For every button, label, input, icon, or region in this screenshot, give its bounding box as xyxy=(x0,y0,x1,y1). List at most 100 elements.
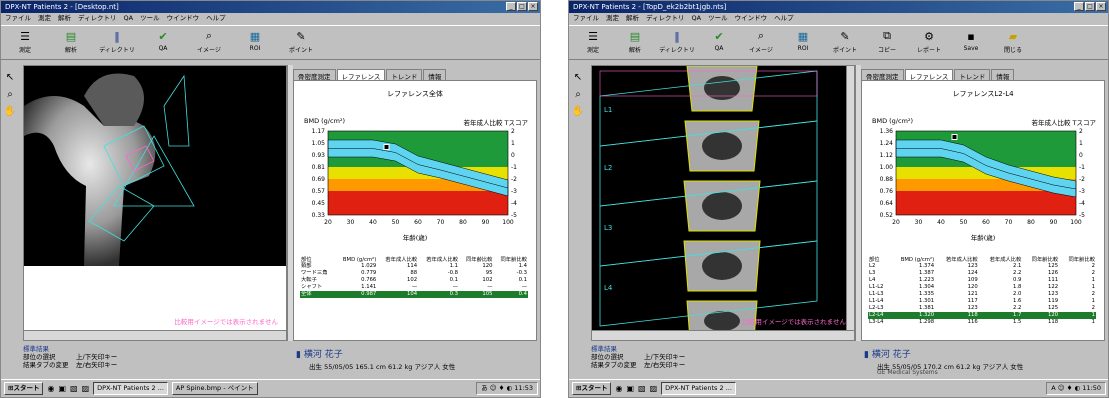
pointer-icon[interactable]: ↖ xyxy=(573,72,583,83)
toolbar-image-button[interactable]: ⌕ イメージ xyxy=(749,29,773,54)
menu-item[interactable]: ウインドウ xyxy=(166,14,200,22)
menu-item[interactable]: 測定 xyxy=(606,14,619,22)
toolbar-measure-button[interactable]: ☰ 測定 xyxy=(586,29,599,55)
tab-reference[interactable]: レファレンス xyxy=(336,69,386,82)
toolbar-save-button[interactable]: ▪ Save xyxy=(963,29,979,53)
table-row[interactable]: L4 1.223 109 0.9 111 1 xyxy=(868,277,1096,284)
table-row[interactable]: シャフト 1.141 — — — — xyxy=(300,284,528,291)
reference-mean-line xyxy=(328,148,509,189)
menu-item[interactable]: 解析 xyxy=(626,14,639,22)
image-horizontal-scrollbar[interactable] xyxy=(592,330,854,340)
table-row[interactable]: L3 1.387 124 2.2 126 2 xyxy=(868,270,1096,277)
table-cell: 118 xyxy=(935,312,979,319)
toolbar-report-button[interactable]: ⚙ レポート xyxy=(916,29,941,55)
menu-item[interactable]: QA xyxy=(123,14,134,22)
toolbar-directory-button[interactable]: ‖ ディレクトリ xyxy=(99,29,135,55)
y-tick-label: 0.76 xyxy=(880,188,894,195)
table-row[interactable]: L3-L4 1.298 116 1.5 118 1 xyxy=(868,319,1096,326)
toolbar-point-button[interactable]: ✎ ポイント xyxy=(832,29,857,55)
table-row[interactable]: L2-L4 1.320 118 1.7 120 1 xyxy=(868,312,1096,319)
toolbar-qa-button[interactable]: ✔ QA xyxy=(699,26,739,59)
x-tick-label: 30 xyxy=(347,219,355,226)
start-button[interactable]: ⊞スタート xyxy=(4,382,44,395)
zoom-icon[interactable]: ⌕ xyxy=(575,89,581,100)
table-row[interactable]: 全体 0.987 104 0.3 105 0.4 xyxy=(300,291,528,298)
quicklaunch-icon[interactable]: ▧ xyxy=(638,384,646,393)
toolbar-analysis-button[interactable]: ▤ 解析 xyxy=(64,29,77,55)
table-row[interactable]: L1-L4 1.301 117 1.6 119 1 xyxy=(868,298,1096,305)
toolbar-point-button[interactable]: ✎ ポイント xyxy=(288,29,313,55)
menu-item[interactable]: ヘルプ xyxy=(206,14,226,22)
toolbar-image-button[interactable]: ⌕ イメージ xyxy=(197,29,221,54)
toolbar-roi-button[interactable]: ▦ ROI xyxy=(783,26,823,59)
vertical-scrollbar[interactable] xyxy=(855,65,861,341)
tab-bone-density[interactable]: 骨密度測定 xyxy=(293,69,336,82)
quicklaunch-icon[interactable]: ▣ xyxy=(626,384,634,393)
tab-info[interactable]: 情報 xyxy=(991,69,1015,82)
vertical-scrollbar[interactable] xyxy=(287,65,293,341)
maximize-icon[interactable]: □ xyxy=(517,2,527,11)
close-icon[interactable]: × xyxy=(528,2,538,11)
image-vertical-scrollbar[interactable] xyxy=(846,66,854,330)
table-row[interactable]: L2 1.374 123 2.1 125 2 xyxy=(868,263,1096,270)
tscore-tick-label: -5 xyxy=(511,212,517,219)
toolbar-qa-button[interactable]: ✔ QA xyxy=(143,26,183,59)
taskbar-item[interactable]: DPX-NT Patients 2 ... xyxy=(661,382,736,395)
menu-item[interactable]: ツール xyxy=(708,14,728,22)
table-row[interactable]: L1-L3 1.335 121 2.0 123 2 xyxy=(868,291,1096,298)
start-button[interactable]: ⊞スタート xyxy=(572,382,612,395)
menu-item[interactable]: QA xyxy=(691,14,702,22)
menu-item[interactable]: 解析 xyxy=(58,14,71,22)
minimize-icon[interactable]: _ xyxy=(506,2,516,11)
table-row[interactable]: 大転子 0.766 102 0.1 102 0.1 xyxy=(300,277,528,284)
person-icon: ▮ xyxy=(864,350,872,360)
menu-item[interactable]: ディレクトリ xyxy=(78,14,117,22)
toolbar-copy-button[interactable]: ⧉ コピー xyxy=(877,29,896,54)
table-header: 同年齢比較 xyxy=(1031,257,1059,263)
quicklaunch-icon[interactable]: ◉ xyxy=(47,384,55,393)
table-row[interactable]: 頚部 1.029 114 1.1 120 1.4 xyxy=(300,263,528,270)
table-row[interactable]: L1-L2 1.304 120 1.8 122 1 xyxy=(868,284,1096,291)
quicklaunch-icon[interactable]: ▧ xyxy=(70,384,78,393)
menu-item[interactable]: ヘルプ xyxy=(774,14,794,22)
table-row[interactable]: ワード三角 0.779 88 -0.8 95 -0.3 xyxy=(300,270,528,277)
image-horizontal-scrollbar[interactable] xyxy=(24,330,286,340)
tab-info[interactable]: 情報 xyxy=(423,69,447,82)
quicklaunch-icon[interactable]: ▨ xyxy=(81,384,90,393)
menu-item[interactable]: ディレクトリ xyxy=(646,14,685,22)
menu-item[interactable]: 測定 xyxy=(38,14,51,22)
close-icon[interactable]: × xyxy=(1096,2,1106,11)
x-tick-label: 40 xyxy=(937,219,945,226)
quicklaunch-icon[interactable]: ▨ xyxy=(649,384,658,393)
spine-scan-image[interactable]: L1 L2 L3 L4 比較用イメージでは表示されません xyxy=(591,65,855,341)
menu-item[interactable]: ファイル xyxy=(573,14,599,22)
tab-reference[interactable]: レファレンス xyxy=(904,69,954,82)
pointer-icon[interactable]: ↖ xyxy=(5,72,15,83)
tab-bone-density[interactable]: 骨密度測定 xyxy=(861,69,904,82)
hand-icon[interactable]: ✋ xyxy=(3,106,17,117)
toolbar-measure-button[interactable]: ☰ 測定 xyxy=(18,29,31,55)
hip-scan-image[interactable]: 比較用イメージでは表示されません xyxy=(23,65,287,341)
tab-trend[interactable]: トレンド xyxy=(954,69,991,82)
minimize-icon[interactable]: _ xyxy=(1074,2,1084,11)
toolbar-directory-button[interactable]: ‖ ディレクトリ xyxy=(659,29,695,55)
toolbar-analysis-button[interactable]: ▤ 解析 xyxy=(628,29,641,55)
taskbar-item[interactable]: AP Spine.bmp - ペイント xyxy=(171,382,258,395)
quicklaunch-icon[interactable]: ◉ xyxy=(615,384,623,393)
toolbar-close-button[interactable]: ▰ 閉じる xyxy=(1003,29,1022,55)
menu-item[interactable]: ファイル xyxy=(5,14,31,22)
tab-trend[interactable]: トレンド xyxy=(386,69,423,82)
zoom-icon[interactable]: ⌕ xyxy=(7,89,13,100)
band-red xyxy=(328,191,508,215)
table-header: 若年成人比較 xyxy=(989,257,1022,263)
patient-name: ▮ 横河 花子 xyxy=(296,350,343,360)
hand-icon[interactable]: ✋ xyxy=(571,106,585,117)
menu-item[interactable]: ウインドウ xyxy=(734,14,768,22)
table-row[interactable]: L2-L3 1.381 123 2.2 125 2 xyxy=(868,305,1096,312)
taskbar-item[interactable]: DPX-NT Patients 2 ... xyxy=(93,382,168,395)
y-tick-label: 1.00 xyxy=(880,164,894,171)
quicklaunch-icon[interactable]: ▣ xyxy=(58,384,66,393)
menu-item[interactable]: ツール xyxy=(140,14,160,22)
maximize-icon[interactable]: □ xyxy=(1085,2,1095,11)
toolbar-roi-button[interactable]: ▦ ROI xyxy=(235,26,275,59)
